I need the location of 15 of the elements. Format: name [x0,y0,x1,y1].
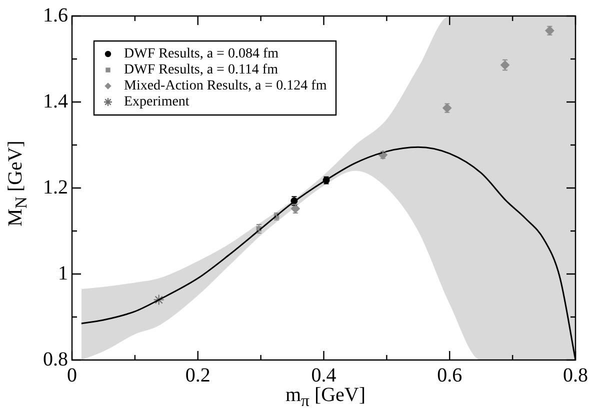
legend-label: Experiment [124,94,190,110]
legend-label: Mixed-Action Results, a = 0.124 fm [124,78,327,94]
legend-label: DWF Results, a = 0.114 fm [124,62,278,78]
y-tick-label: 1 [58,262,68,284]
x-tick-label: 0.2 [185,364,210,386]
x-tick-label: 0.8 [563,364,588,386]
x-tick-label: 0 [67,364,77,386]
y-tick-label: 1.6 [43,4,68,26]
x-tick-label: 0.6 [437,364,462,386]
y-tick-label: 0.8 [43,348,68,370]
y-tick-label: 1.4 [43,90,68,112]
x-axis-title: m$_{π}$ [GeV] [285,384,366,410]
y-tick-label: 1.2 [43,176,68,198]
x-tick-label: 0.4 [311,364,336,386]
legend-label: DWF Results, a = 0.084 fm [124,46,279,62]
